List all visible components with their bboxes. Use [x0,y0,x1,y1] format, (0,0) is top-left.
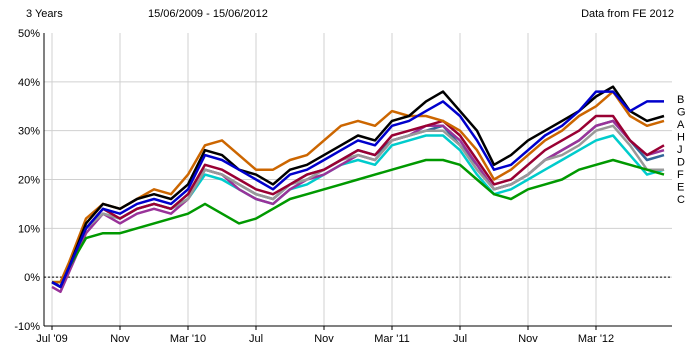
y-tick-labels: 50% 40% 30% 20% 10% 0% -10% [14,28,40,333]
series-line-F [51,119,665,294]
series-line-G [51,85,665,289]
series-line-A [52,90,665,284]
x-tick-label: Nov [314,333,334,345]
x-tick-label: Nov [110,333,130,345]
y-tick-label: 10% [18,223,40,235]
x-tick-label: Nov [518,333,538,345]
legend-label-J: J [677,144,683,156]
x-tick-label: Jul [249,333,263,345]
x-tick-label: Mar '11 [374,333,410,345]
axes [43,33,672,330]
y-tick-label: 40% [18,77,40,89]
legend-label-E: E [677,182,684,194]
y-tick-label: 30% [18,126,40,138]
legend-label-C: C [677,194,685,206]
period-label: 3 Years [26,8,63,20]
x-tick-label: Jul '09 [36,333,67,345]
x-tick-label: Jul [453,333,467,345]
series-line-B [51,90,664,289]
date-range-label: 15/06/2009 - 15/06/2012 [148,8,268,20]
y-tick-label: -10% [14,321,40,333]
y-tick-label: 0% [24,272,40,284]
series-lines [51,85,665,294]
legend-label-G: G [677,107,686,119]
x-tick-label: Mar '10 [170,333,206,345]
data-source-label: Data from FE 2012 [581,8,674,20]
x-tick-label: Mar '12 [578,333,614,345]
legend-label-F: F [677,169,684,181]
series-line-J [52,158,665,284]
legend-label-A: A [677,119,685,131]
y-tick-label: 50% [18,28,40,40]
x-tick-labels: Jul '09 Nov Mar '10 Jul Nov Mar '11 Jul Nov Mar … [36,333,614,345]
series-line-H [51,114,665,289]
legend-label-D: D [677,157,685,169]
legend-label-H: H [677,132,685,144]
y-tick-label: 20% [18,175,40,187]
series-line-C [51,119,665,289]
legend-label-B: B [677,94,684,106]
